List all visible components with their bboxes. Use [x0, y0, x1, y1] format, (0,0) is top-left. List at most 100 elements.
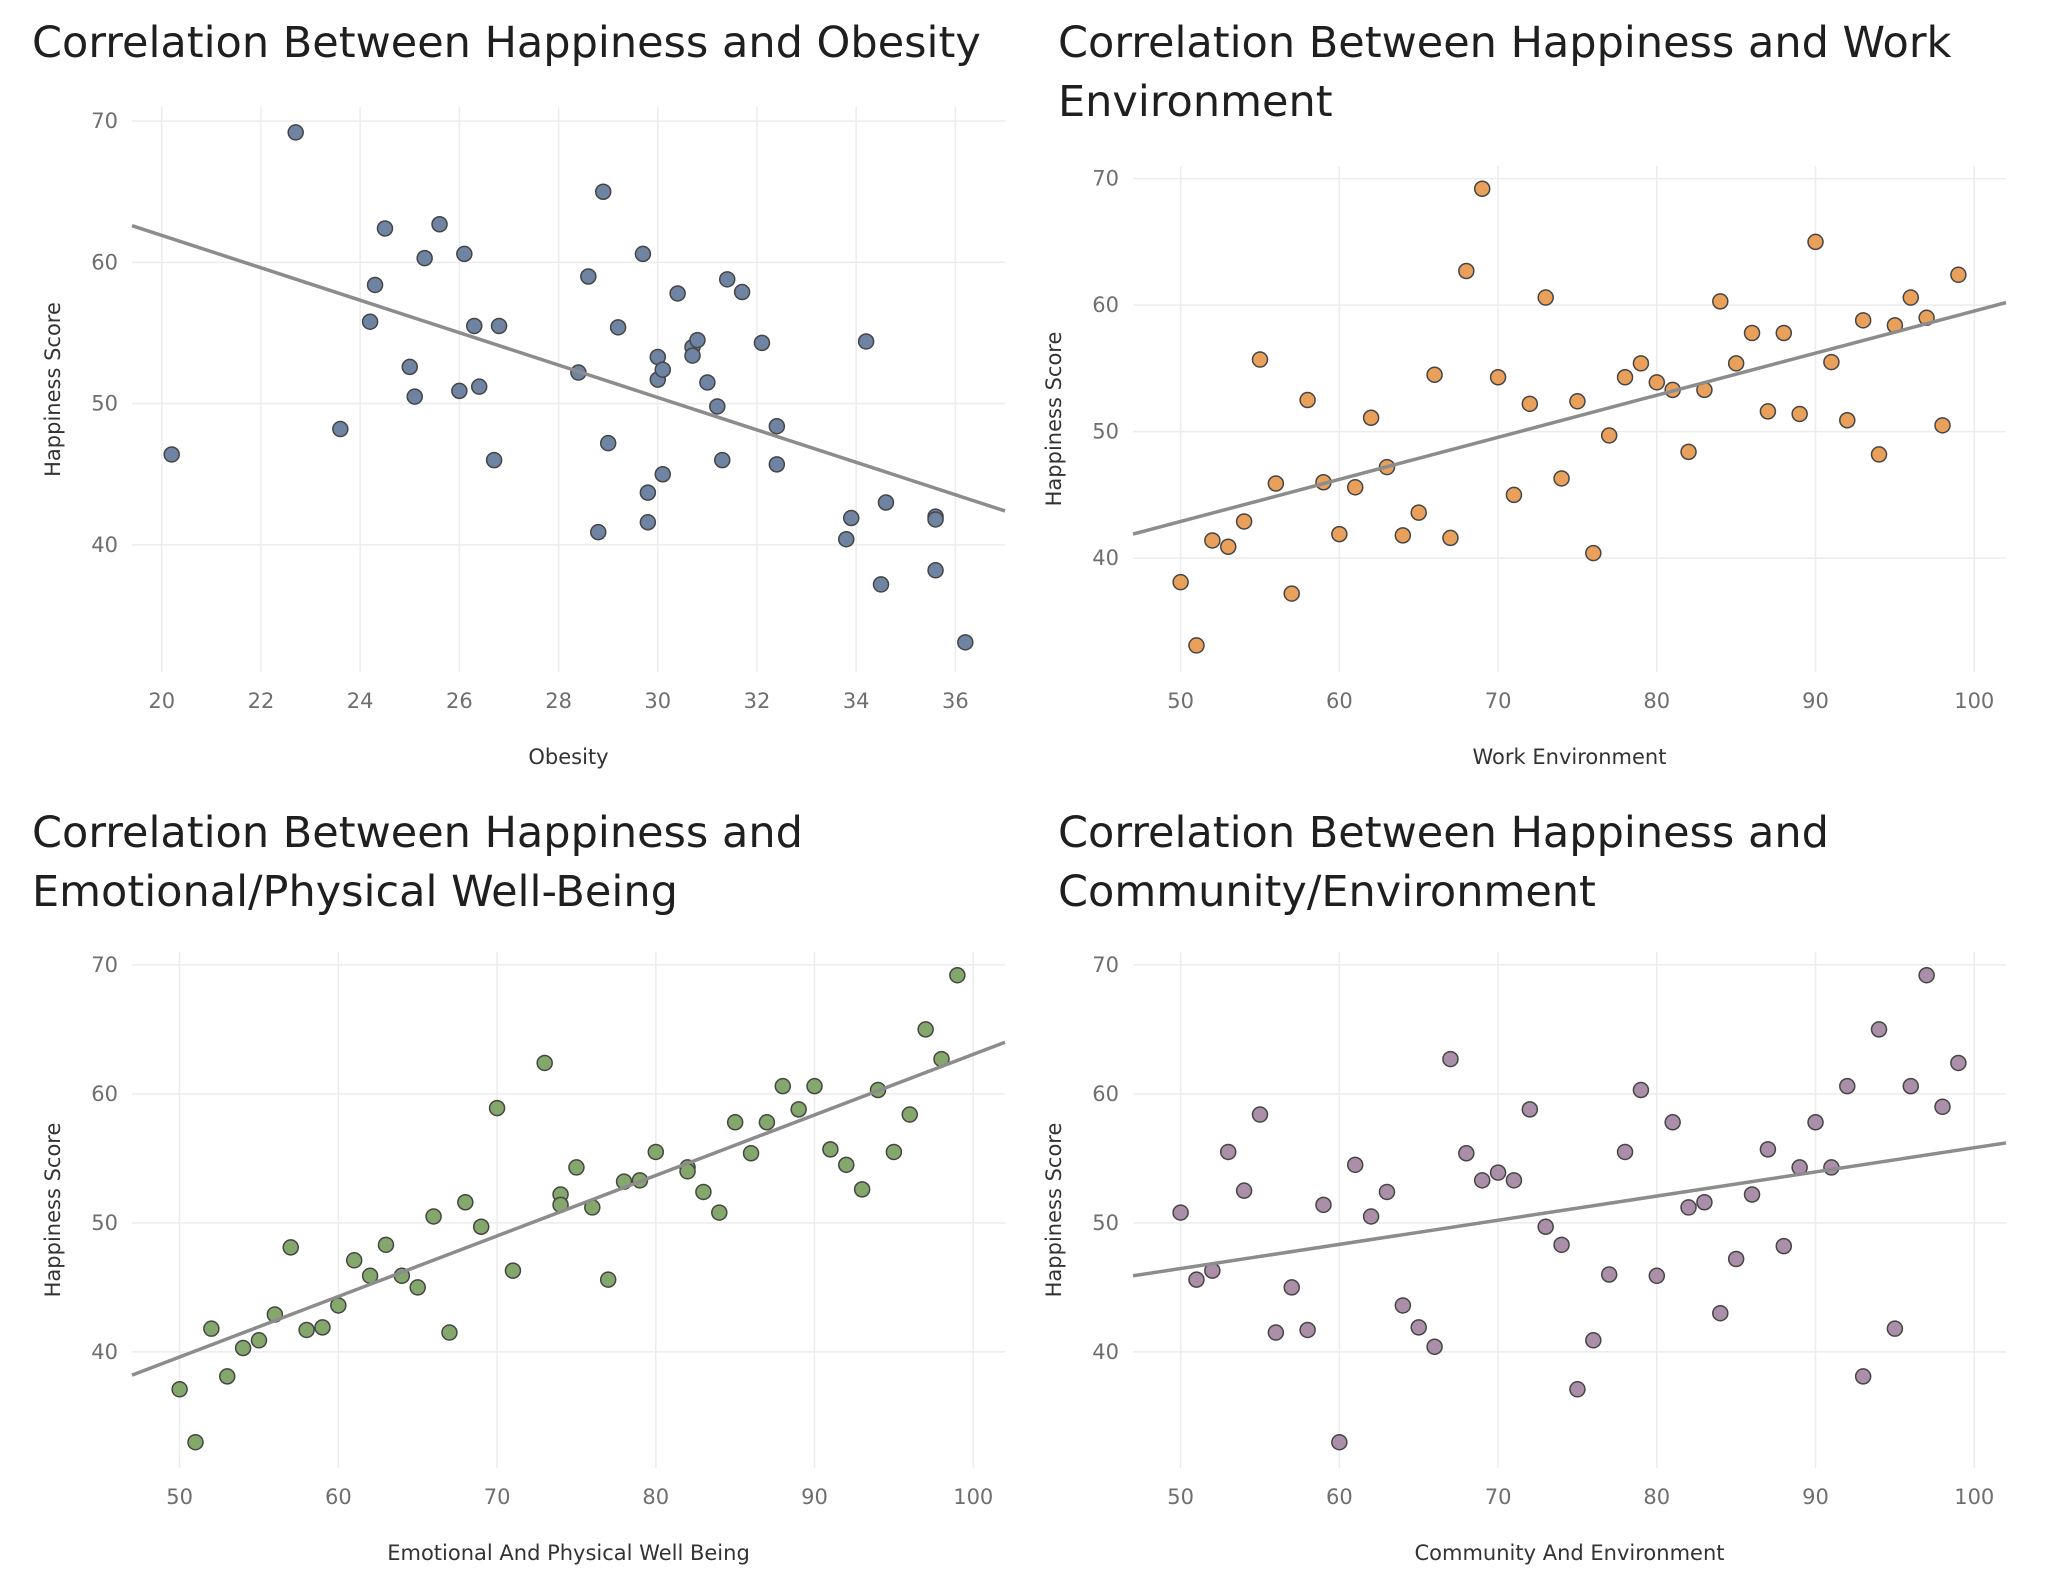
- x-tick-label: 34: [843, 689, 870, 713]
- data-point: [1648, 1267, 1666, 1285]
- x-tick-label: 32: [744, 689, 771, 713]
- data-point: [504, 1262, 522, 1279]
- data-point: [774, 1077, 792, 1095]
- x-axis-label: Work Environment: [1473, 745, 1667, 769]
- data-point: [1267, 475, 1285, 492]
- data-point: [1696, 1194, 1713, 1211]
- x-tick-label: 80: [1643, 1485, 1670, 1509]
- y-tick-label: 40: [1092, 546, 1119, 570]
- data-point: [1172, 573, 1189, 591]
- x-axis-label: Emotional And Physical Well Being: [387, 1541, 750, 1565]
- data-point: [1251, 351, 1269, 368]
- data-point: [1267, 1324, 1285, 1341]
- data-point: [1648, 374, 1666, 391]
- data-point: [699, 374, 716, 391]
- x-tick-label: 50: [166, 1485, 193, 1509]
- chart-title: Correlation Between Happiness and Obesit…: [32, 18, 981, 68]
- data-point: [853, 1181, 871, 1198]
- trend-line: [131, 223, 1006, 513]
- data-point: [768, 417, 786, 435]
- x-tick-label: 80: [642, 1485, 669, 1509]
- data-point: [466, 317, 483, 335]
- trend-line: [1132, 300, 2007, 536]
- data-point: [1569, 1381, 1586, 1398]
- y-tick-label: 50: [1092, 1211, 1119, 1235]
- data-point: [409, 1279, 426, 1296]
- data-point: [885, 1143, 903, 1161]
- y-tick-label: 60: [91, 1082, 118, 1106]
- data-point: [1600, 427, 1618, 444]
- data-point: [1346, 479, 1364, 496]
- data-point: [282, 1239, 299, 1256]
- x-tick-label: 70: [484, 1485, 511, 1509]
- data-point: [1299, 1321, 1316, 1339]
- data-point: [1251, 1106, 1269, 1123]
- x-tick-label: 70: [1485, 1485, 1512, 1509]
- y-tick-label: 60: [1092, 1082, 1119, 1106]
- data-point: [456, 245, 473, 263]
- x-tick-label: 100: [1954, 689, 1994, 713]
- y-axis-label: Happiness Score: [41, 302, 65, 477]
- x-tick-label: 20: [148, 689, 175, 713]
- chart-title: Correlation Between Happiness and Commun…: [1058, 808, 1829, 917]
- scatter-plot-work-environment: 50 60 70 80 90 100 40 50 60 70 Work Environment Hap…: [1042, 166, 2007, 769]
- data-point: [838, 530, 855, 548]
- data-point: [1886, 1320, 1904, 1337]
- data-point: [1950, 1054, 1967, 1072]
- data-point: [1521, 395, 1539, 413]
- y-axis-label: Happiness Score: [1042, 332, 1066, 507]
- data-point: [1839, 1077, 1856, 1095]
- data-point: [441, 1324, 458, 1341]
- data-point: [345, 1252, 363, 1269]
- data-point: [654, 466, 671, 483]
- y-tick-label: 70: [1092, 167, 1119, 191]
- data-point: [451, 382, 468, 400]
- trend-line: [1132, 1141, 2007, 1278]
- data-point: [709, 398, 726, 415]
- data-point: [689, 331, 706, 349]
- x-tick-label: 26: [446, 689, 473, 713]
- data-point: [599, 1271, 617, 1288]
- y-tick-label: 40: [1092, 1340, 1119, 1364]
- data-point: [1489, 1164, 1507, 1181]
- data-point: [768, 456, 786, 473]
- data-point: [1902, 289, 1920, 306]
- x-tick-label: 100: [953, 1485, 993, 1509]
- data-point: [218, 1368, 236, 1385]
- data-point: [187, 1433, 204, 1451]
- data-point: [376, 220, 394, 237]
- data-point: [857, 333, 875, 350]
- data-point: [1743, 324, 1761, 342]
- data-point: [377, 1236, 395, 1254]
- data-point: [1394, 1297, 1412, 1314]
- data-point: [361, 313, 379, 330]
- data-point: [1346, 1156, 1364, 1174]
- y-axis-label: Happiness Score: [41, 1123, 65, 1298]
- data-point: [401, 358, 419, 376]
- data-point: [1934, 417, 1951, 434]
- data-point: [536, 1054, 553, 1072]
- chart-panel-work-environment: Correlation Between Happiness and Work E…: [1026, 0, 2052, 790]
- data-point: [1616, 369, 1634, 386]
- data-point: [1331, 525, 1348, 543]
- data-point: [949, 966, 966, 984]
- y-axis-label: Happiness Score: [1042, 1123, 1066, 1298]
- data-point: [590, 523, 607, 541]
- data-point: [1458, 1144, 1475, 1162]
- data-point: [1854, 1368, 1872, 1385]
- trend-line: [131, 1040, 1006, 1377]
- data-point: [425, 1208, 442, 1225]
- data-point: [838, 1156, 855, 1174]
- x-tick-label: 100: [1954, 1485, 1994, 1509]
- data-point: [1727, 355, 1745, 372]
- data-point: [609, 319, 627, 336]
- data-point: [647, 1143, 665, 1161]
- data-point: [1902, 1077, 1920, 1095]
- data-point: [1219, 1143, 1237, 1161]
- data-point: [639, 514, 657, 531]
- data-point: [568, 1159, 585, 1176]
- data-point: [842, 509, 860, 527]
- data-point: [1600, 1266, 1618, 1283]
- data-point: [1585, 544, 1602, 562]
- data-point: [470, 378, 488, 395]
